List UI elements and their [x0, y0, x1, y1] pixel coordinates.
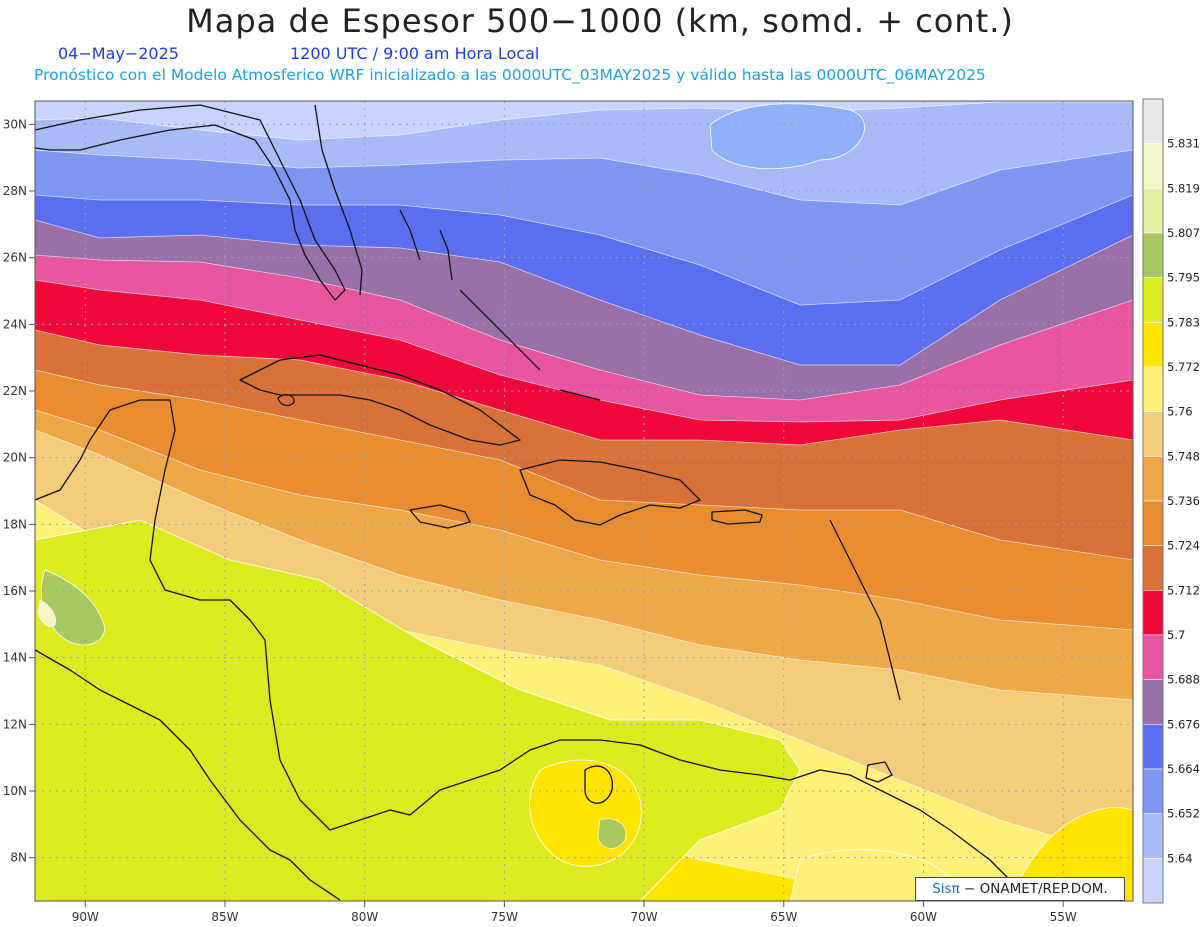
lon-label: 75W [491, 910, 518, 924]
colorbar-swatch [1142, 143, 1164, 189]
colorbar-label: 5.807 [1167, 226, 1200, 240]
lat-label: 10N [3, 784, 27, 798]
trinidad [865, 761, 893, 783]
green-cell-2 [597, 818, 627, 849]
blue-cell [709, 103, 865, 170]
lon-label: 55W [1050, 910, 1077, 924]
colorbar-label: 5.676 [1167, 717, 1200, 731]
colorbar-label: 5.748 [1167, 449, 1200, 463]
colorbar-frame [1142, 98, 1164, 904]
colorbar-swatch [1142, 768, 1164, 814]
colorbar-label: 5.783 [1167, 315, 1200, 329]
colorbar-label: 5.772 [1167, 360, 1200, 374]
lat-label: 8N [10, 851, 27, 865]
florida-coast [35, 104, 346, 301]
colorbar-swatch [1142, 456, 1164, 502]
bahamas-1 [399, 209, 421, 261]
yucatan-west [35, 649, 341, 901]
colorbar-swatch [1142, 322, 1164, 368]
colorbar-swatch [1142, 634, 1164, 680]
lon-label: 70W [630, 910, 657, 924]
colorbar-swatch [1142, 858, 1164, 904]
jamaica [409, 504, 471, 529]
forecast-time: 1200 UTC / 9:00 am Hora Local [290, 44, 540, 63]
credit-org: − ONAMET/REP.DOM. [959, 881, 1108, 897]
lat-label: 20N [3, 451, 27, 465]
colorbar-swatch [1142, 232, 1164, 278]
lon-label: 60W [910, 910, 937, 924]
central-america [35, 399, 501, 831]
axis-labels: 90W 85W 80W 75W 70W 65W 60W 55W 30N 28N 26N 24N 22N 2… [3, 117, 1077, 924]
cuba [239, 354, 521, 446]
south-america [499, 739, 1031, 901]
colorbar: 5.831 5.819 5.807 5.795 5.783 5.772 5.76 5.748 5… [1142, 98, 1200, 904]
bahamas-3 [459, 289, 541, 371]
maracaibo [584, 765, 613, 804]
pale-cell [37, 599, 56, 627]
colorbar-swatch [1142, 98, 1164, 144]
colorbar-label: 5.652 [1167, 807, 1200, 821]
colorbar-label: 5.688 [1167, 673, 1200, 687]
colorbar-label: 5.664 [1167, 762, 1200, 776]
colorbar-swatch [1142, 813, 1164, 859]
bahamas-2 [439, 229, 453, 281]
lesser-antilles [829, 519, 901, 701]
forecast-date: 04−May−2025 [58, 44, 179, 63]
colorbar-swatch [1142, 679, 1164, 725]
thickness-field [35, 101, 1133, 901]
colorbar-swatch [1142, 545, 1164, 591]
puerto-rico [711, 509, 763, 525]
lat-label: 26N [3, 251, 27, 265]
isla-juventud [277, 394, 295, 407]
lat-label: 14N [3, 651, 27, 665]
sis-logo-text: Sisπ [932, 881, 960, 897]
map-title: Mapa de Espesor 500−1000 (km, somd. + co… [186, 2, 1014, 40]
colorbar-label: 5.7 [1167, 628, 1185, 642]
florida-east [314, 104, 363, 296]
credit-box: Sisπ − ONAMET/REP.DOM. [915, 877, 1125, 901]
bahamas-4 [559, 389, 601, 401]
colorbar-label: 5.76 [1167, 405, 1193, 419]
thickness-band-0 [35, 101, 1133, 141]
colorbar-swatch [1142, 724, 1164, 770]
lat-label: 12N [3, 717, 27, 731]
forecast-description: Pronóstico con el Modelo Atmosferico WRF… [34, 66, 986, 84]
colorbar-swatch [1142, 411, 1164, 457]
lat-label: 16N [3, 584, 27, 598]
lon-label: 80W [351, 910, 378, 924]
colorbar-swatch [1142, 188, 1164, 234]
colorbar-swatch [1142, 366, 1164, 412]
colorbar-label: 5.819 [1167, 181, 1200, 195]
colorbar-label: 5.712 [1167, 583, 1200, 597]
lon-label: 90W [72, 910, 99, 924]
colorbar-label: 5.831 [1167, 137, 1200, 151]
colorbar-label: 5.724 [1167, 539, 1200, 553]
lat-label: 30N [3, 117, 27, 131]
colorbar-swatch [1142, 500, 1164, 546]
lon-label: 85W [211, 910, 238, 924]
lat-label: 24N [3, 317, 27, 331]
lat-label: 28N [3, 184, 27, 198]
lon-label: 65W [770, 910, 797, 924]
colorbar-swatch [1142, 277, 1164, 323]
colorbar-label: 5.64 [1167, 851, 1193, 865]
hispaniola [519, 459, 701, 526]
map-frame [34, 100, 1134, 902]
colorbar-swatch [1142, 590, 1164, 636]
coastlines [35, 104, 1031, 901]
colorbar-label: 5.795 [1167, 271, 1200, 285]
colorbar-label: 5.736 [1167, 494, 1200, 508]
lat-label: 18N [3, 517, 27, 531]
lat-label: 22N [3, 384, 27, 398]
